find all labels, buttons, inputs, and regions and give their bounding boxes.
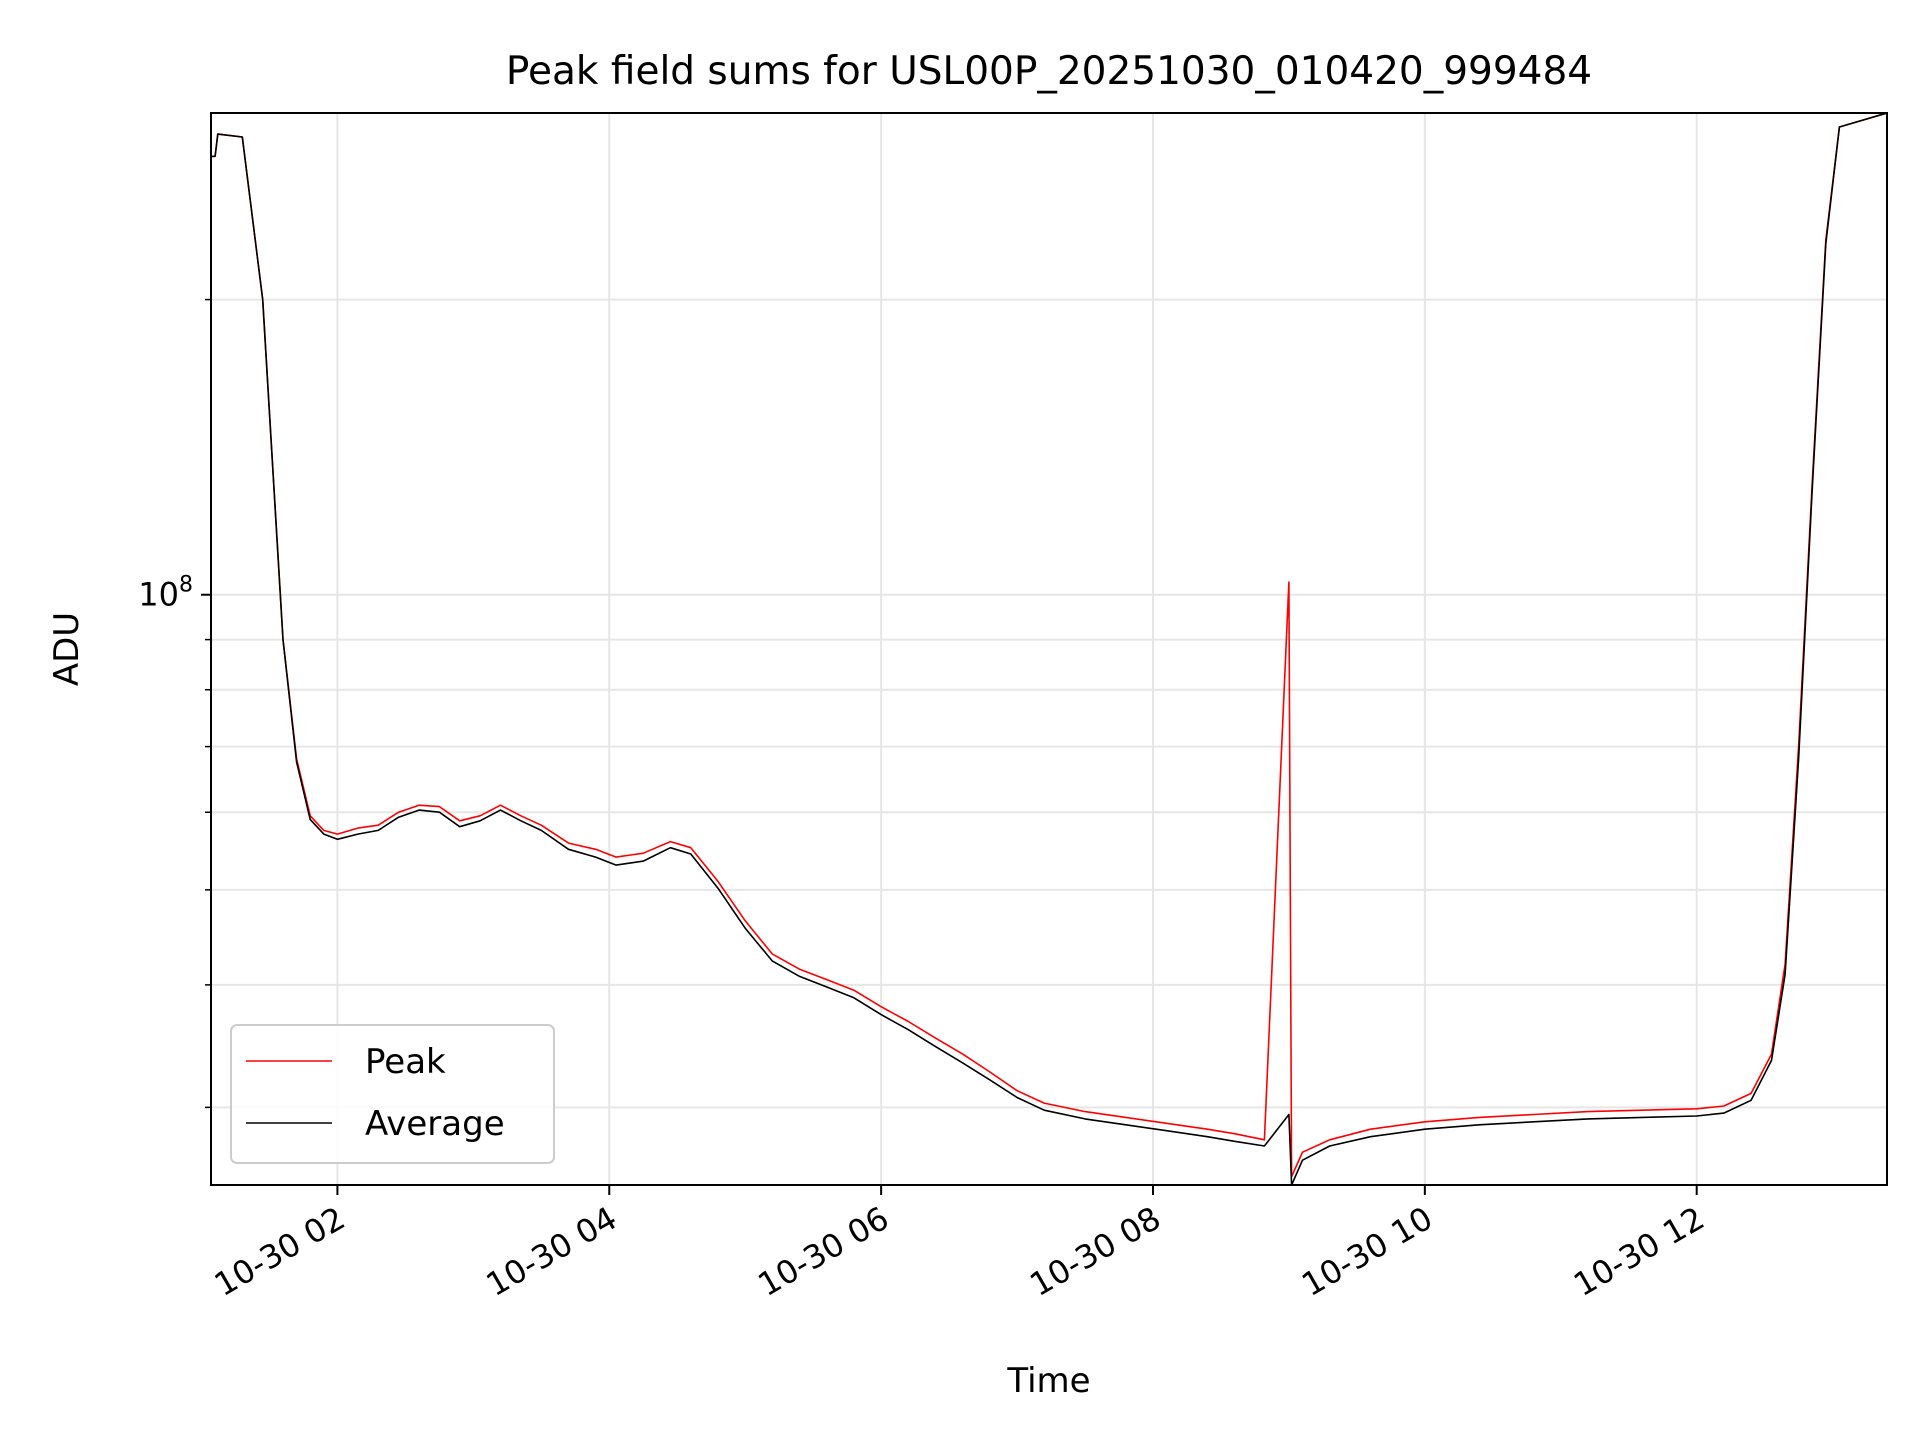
legend-box: [230, 1024, 555, 1164]
y-tick-label: 108: [138, 573, 193, 614]
series-peak-line: [211, 113, 1887, 1178]
series-average-line: [211, 113, 1887, 1185]
chart-title: Peak field sums for USL00P_20251030_0104…: [506, 49, 1592, 94]
y-tick-label-base: 10: [138, 576, 179, 614]
legend-label-average: Average: [365, 1104, 505, 1144]
y-axis-label: ADU: [47, 612, 87, 686]
legend: Peak Average: [230, 1024, 555, 1164]
legend-label-peak: Peak: [365, 1042, 446, 1082]
grid: [211, 113, 1887, 1185]
series-group: [211, 113, 1887, 1185]
y-tick-label-exponent: 8: [179, 573, 193, 598]
plot-frame: [210, 112, 1888, 1186]
x-axis-label: Time: [1006, 1361, 1090, 1401]
